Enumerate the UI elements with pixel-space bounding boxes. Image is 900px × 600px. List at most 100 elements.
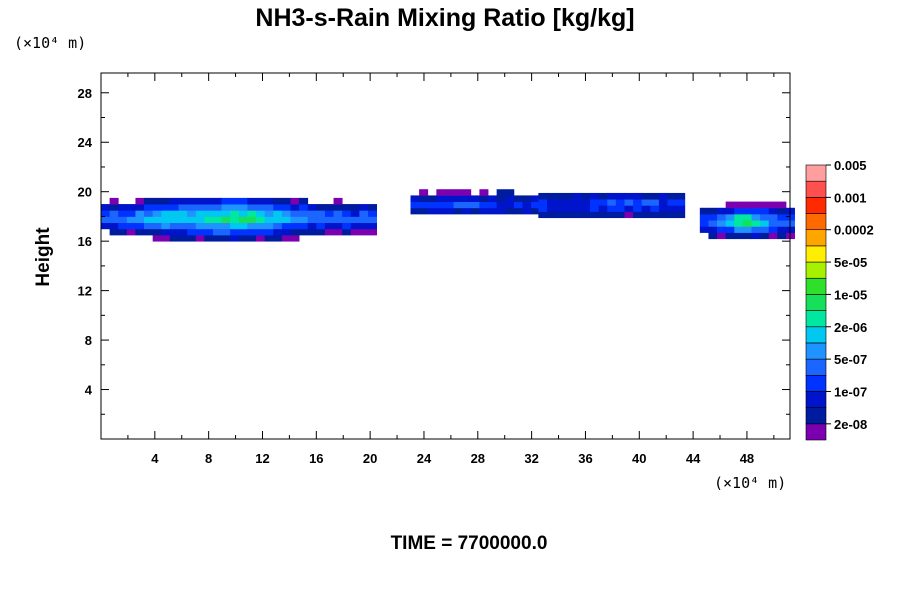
field-cell: [264, 222, 274, 230]
field-cell: [273, 228, 283, 236]
colorbar-swatch: [805, 261, 827, 279]
field-cell: [734, 213, 744, 221]
field-cell: [658, 192, 668, 200]
field-cell: [419, 195, 429, 202]
field-cell: [470, 201, 480, 209]
field-cell: [324, 204, 334, 211]
field-cell: [624, 199, 634, 206]
field-cell: [436, 189, 446, 196]
field-cell: [667, 205, 677, 212]
field-cell: [427, 207, 437, 215]
field-cell: [538, 211, 548, 219]
field-cell: [230, 228, 240, 236]
field-cell: [513, 195, 523, 202]
field-cell: [777, 226, 787, 233]
field-cell: [751, 201, 761, 209]
field-cell: [699, 220, 709, 227]
x-tick-label: 12: [255, 451, 269, 466]
field-cell: [522, 195, 532, 202]
colorbar-label: 1e-07: [834, 384, 867, 399]
field-cell: [230, 222, 240, 230]
field-cell: [212, 210, 222, 217]
field-cell: [667, 211, 677, 219]
field-cell: [427, 195, 437, 202]
field-cell: [650, 199, 660, 206]
field-cell: [281, 204, 291, 211]
y-tick-label: 8: [85, 333, 92, 348]
field-cell: [109, 204, 119, 211]
field-cell: [230, 204, 240, 211]
field-cell: [238, 222, 248, 230]
field-cell: [230, 210, 240, 217]
field-cell: [204, 222, 214, 230]
field-cell: [470, 207, 480, 215]
colorbar-label: 5e-07: [834, 352, 867, 367]
field-cell: [333, 228, 343, 236]
field-cell: [256, 197, 266, 205]
field-cell: [676, 199, 686, 206]
field-cell: [144, 216, 154, 224]
x-tick-label: 32: [524, 451, 538, 466]
field-cell: [641, 205, 651, 212]
field-cell: [281, 197, 291, 205]
field-cell: [546, 199, 556, 206]
field-cell: [564, 199, 574, 206]
field-cell: [316, 204, 326, 211]
field-cell: [264, 234, 274, 242]
field-cell: [307, 210, 317, 217]
field-cell: [410, 201, 420, 209]
field-cell: [522, 207, 532, 215]
field-cell: [342, 216, 352, 224]
field-cell: [126, 210, 136, 217]
field-cell: [212, 222, 222, 230]
field-cell: [273, 210, 283, 217]
field-cell: [169, 222, 179, 230]
field-cell: [777, 207, 787, 215]
field-cell: [479, 189, 489, 196]
field-cell: [316, 216, 326, 224]
field-cell: [768, 220, 778, 227]
field-cell: [615, 192, 625, 200]
field-cell: [598, 192, 608, 200]
field-cell: [555, 205, 565, 212]
field-cell: [195, 216, 205, 224]
field-cell: [169, 210, 179, 217]
field-cell: [708, 232, 718, 240]
field-cell: [725, 232, 735, 240]
field-cell: [101, 210, 111, 217]
field-cell: [256, 234, 266, 242]
field-cell: [152, 228, 162, 236]
field-cell: [178, 216, 188, 224]
field-cell: [316, 222, 326, 230]
field-cell: [290, 222, 300, 230]
field-cell: [725, 220, 735, 227]
field-cell: [152, 210, 162, 217]
field-cell: [546, 205, 556, 212]
field-cell: [760, 232, 770, 240]
field-cell: [333, 216, 343, 224]
field-cell: [126, 222, 136, 230]
field-cell: [581, 192, 591, 200]
field-cell: [307, 216, 317, 224]
field-cell: [359, 228, 369, 236]
x-tick-label: 20: [363, 451, 377, 466]
field-cell: [650, 192, 660, 200]
field-cell: [419, 207, 429, 215]
field-cell: [777, 232, 787, 240]
field-cell: [187, 228, 197, 236]
field-cell: [221, 228, 231, 236]
field-cell: [751, 213, 761, 221]
field-cell: [505, 195, 515, 202]
colorbar-swatch: [805, 277, 827, 295]
field-cell: [169, 228, 179, 236]
x-tick-label: 16: [309, 451, 323, 466]
field-cell: [247, 234, 257, 242]
field-cell: [479, 207, 489, 215]
field-cell: [178, 222, 188, 230]
field-cell: [734, 201, 744, 209]
field-cell: [324, 228, 334, 236]
field-cell: [307, 228, 317, 236]
field-cell: [247, 204, 257, 211]
field-cell: [462, 207, 472, 215]
field-cell: [281, 210, 291, 217]
